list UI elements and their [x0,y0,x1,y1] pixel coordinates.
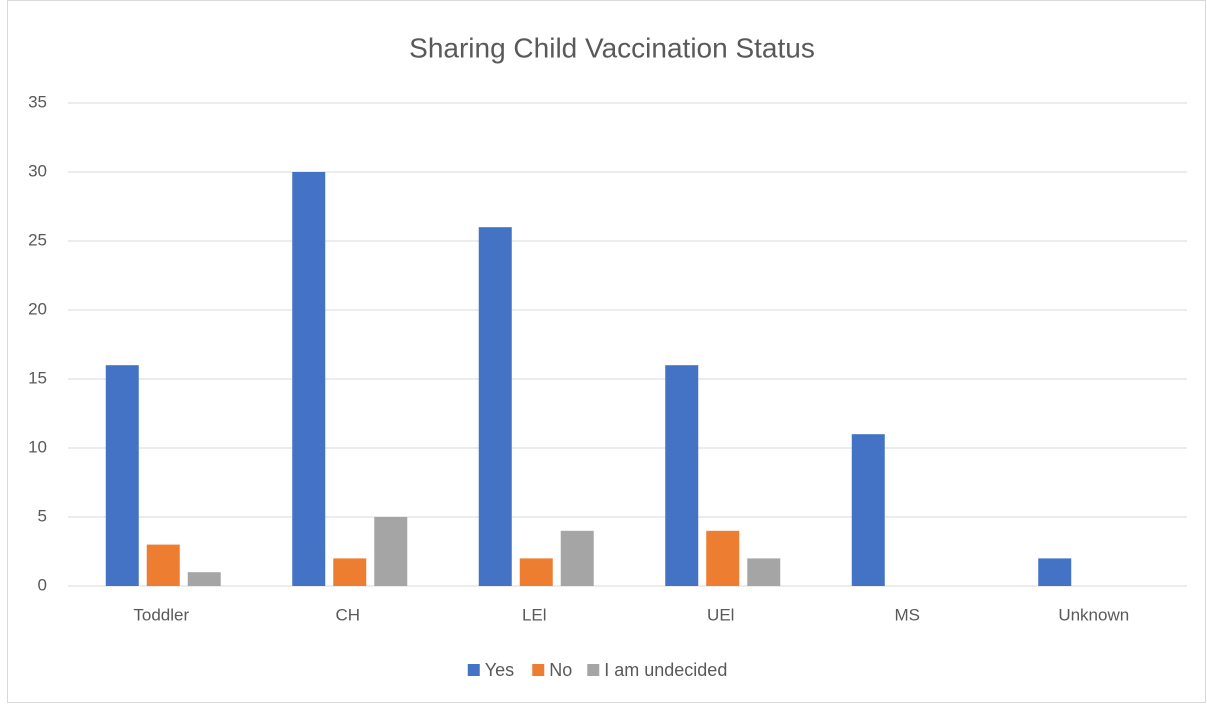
bar [146,544,180,586]
legend-label: No [549,660,572,680]
x-tick-label: MS [895,605,921,624]
bar [292,172,326,586]
bar [519,558,553,586]
bar [105,365,139,586]
legend-swatch [587,664,600,676]
bar [560,530,594,586]
x-tick-label: Unknown [1058,605,1129,624]
bar [851,434,885,586]
bar [333,558,367,586]
y-tick-label: 20 [28,299,47,318]
y-tick-label: 10 [28,437,47,456]
bar [478,227,512,586]
bar [1038,558,1072,586]
x-tick-label: Toddler [133,605,189,624]
x-tick-label: UEl [707,605,734,624]
bar [665,365,699,586]
legend-swatch [532,664,545,676]
legend-label: Yes [485,660,514,680]
bar [374,517,408,586]
y-tick-label: 15 [28,368,47,387]
chart-title: Sharing Child Vaccination Status [409,32,815,63]
bar [706,530,740,586]
y-tick-label: 30 [28,161,47,180]
chart-frame [7,0,1206,703]
y-tick-label: 25 [28,230,47,249]
legend-label: I am undecided [604,660,727,680]
bar [187,572,221,586]
x-tick-label: CH [335,605,360,624]
legend-swatch [467,664,480,676]
y-tick-label: 35 [28,92,47,111]
y-tick-label: 5 [38,506,47,525]
y-tick-label: 0 [38,575,47,594]
x-tick-label: LEl [522,605,547,624]
bar [747,558,781,586]
